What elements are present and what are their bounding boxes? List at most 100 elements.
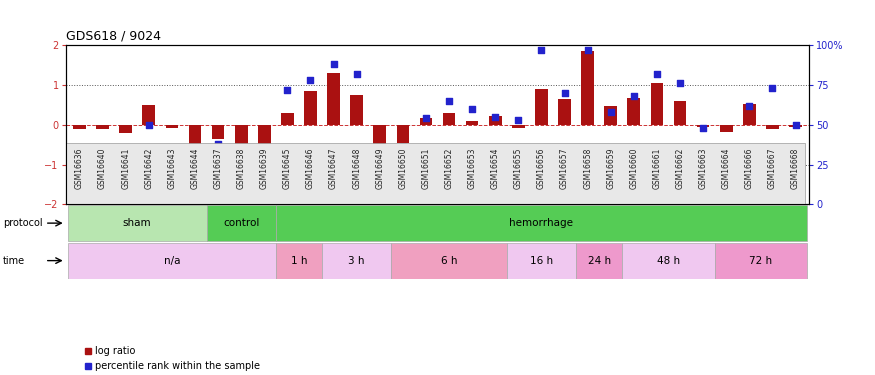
Text: GSM16641: GSM16641 [121,148,130,189]
Bar [374,124,386,145]
Text: GSM16660: GSM16660 [629,148,639,189]
Point [419,115,433,121]
Text: 72 h: 72 h [749,256,773,266]
Point [119,157,133,163]
Bar [696,124,710,128]
Text: GSM16640: GSM16640 [98,148,107,189]
Point [73,150,87,156]
Text: GSM16662: GSM16662 [676,148,684,189]
Point [742,102,756,108]
Text: GSM16664: GSM16664 [722,148,731,189]
Bar [350,95,363,124]
Bar [327,73,340,124]
Bar [651,83,663,124]
Point [304,77,318,83]
Text: protocol: protocol [3,218,42,228]
Bar [605,105,617,125]
Bar [443,113,455,125]
Point [466,106,480,112]
Point [604,109,618,115]
Text: GSM16654: GSM16654 [491,148,500,189]
Text: GSM16661: GSM16661 [653,148,662,189]
FancyBboxPatch shape [276,205,807,241]
Bar [743,104,756,125]
Text: GSM16645: GSM16645 [283,148,292,189]
Point [581,47,595,53]
Point [557,90,571,96]
FancyBboxPatch shape [68,243,276,279]
FancyBboxPatch shape [206,205,276,241]
Point [788,122,802,128]
Text: 48 h: 48 h [657,256,680,266]
Point [326,61,340,67]
Text: 6 h: 6 h [441,256,458,266]
Text: GSM16638: GSM16638 [236,148,246,189]
Text: GSM16647: GSM16647 [329,148,338,189]
Text: GSM16636: GSM16636 [75,148,84,189]
Text: hemorrhage: hemorrhage [509,218,573,228]
Text: 1 h: 1 h [290,256,307,266]
Point [95,150,109,156]
Text: 24 h: 24 h [588,256,611,266]
Bar [420,117,432,124]
Point [719,157,733,163]
FancyBboxPatch shape [507,243,576,279]
Point [396,144,410,150]
Text: GSM16648: GSM16648 [352,148,361,189]
Bar [720,124,732,132]
FancyBboxPatch shape [322,243,391,279]
Text: GSM16637: GSM16637 [214,148,222,189]
Bar [189,124,201,166]
Text: GSM16653: GSM16653 [467,148,477,189]
Text: GSM16658: GSM16658 [583,148,592,189]
Point [511,117,525,123]
Point [766,85,780,91]
Text: GSM16666: GSM16666 [745,148,754,189]
Bar [74,124,86,129]
Text: GSM16659: GSM16659 [606,148,615,189]
Text: GSM16667: GSM16667 [768,148,777,189]
Bar [674,101,686,124]
FancyBboxPatch shape [68,205,206,241]
Text: GSM16644: GSM16644 [191,148,200,189]
Bar [119,124,132,133]
Text: GSM16668: GSM16668 [791,148,800,189]
Point [488,114,502,120]
Bar [304,91,317,124]
Bar [558,99,570,124]
Text: 3 h: 3 h [348,256,365,266]
Point [535,47,549,53]
Point [164,157,178,163]
Text: n/a: n/a [164,256,180,266]
Bar [143,105,155,125]
Bar [512,124,525,128]
Bar [789,124,802,127]
Point [234,170,248,176]
Bar [212,124,224,139]
Point [626,93,640,99]
Text: GSM16657: GSM16657 [560,148,569,189]
Text: GSM16639: GSM16639 [260,148,269,189]
Text: time: time [3,256,24,266]
Text: sham: sham [123,218,151,228]
Bar [489,116,501,124]
Point [650,70,664,76]
Bar [234,124,248,148]
Bar [466,121,479,124]
FancyBboxPatch shape [391,243,507,279]
Text: GSM16663: GSM16663 [698,148,708,189]
Text: GSM16646: GSM16646 [306,148,315,189]
FancyBboxPatch shape [66,143,805,205]
Text: GSM16652: GSM16652 [444,148,453,189]
Point [350,70,364,76]
Text: control: control [223,218,259,228]
Text: GSM16655: GSM16655 [514,148,523,189]
Bar [281,113,294,125]
Legend: log ratio, percentile rank within the sample: log ratio, percentile rank within the sa… [86,346,260,371]
Point [373,170,387,176]
FancyBboxPatch shape [276,243,322,279]
Text: GSM16642: GSM16642 [144,148,153,189]
Point [257,172,271,178]
FancyBboxPatch shape [715,243,807,279]
Text: GSM16643: GSM16643 [167,148,177,189]
